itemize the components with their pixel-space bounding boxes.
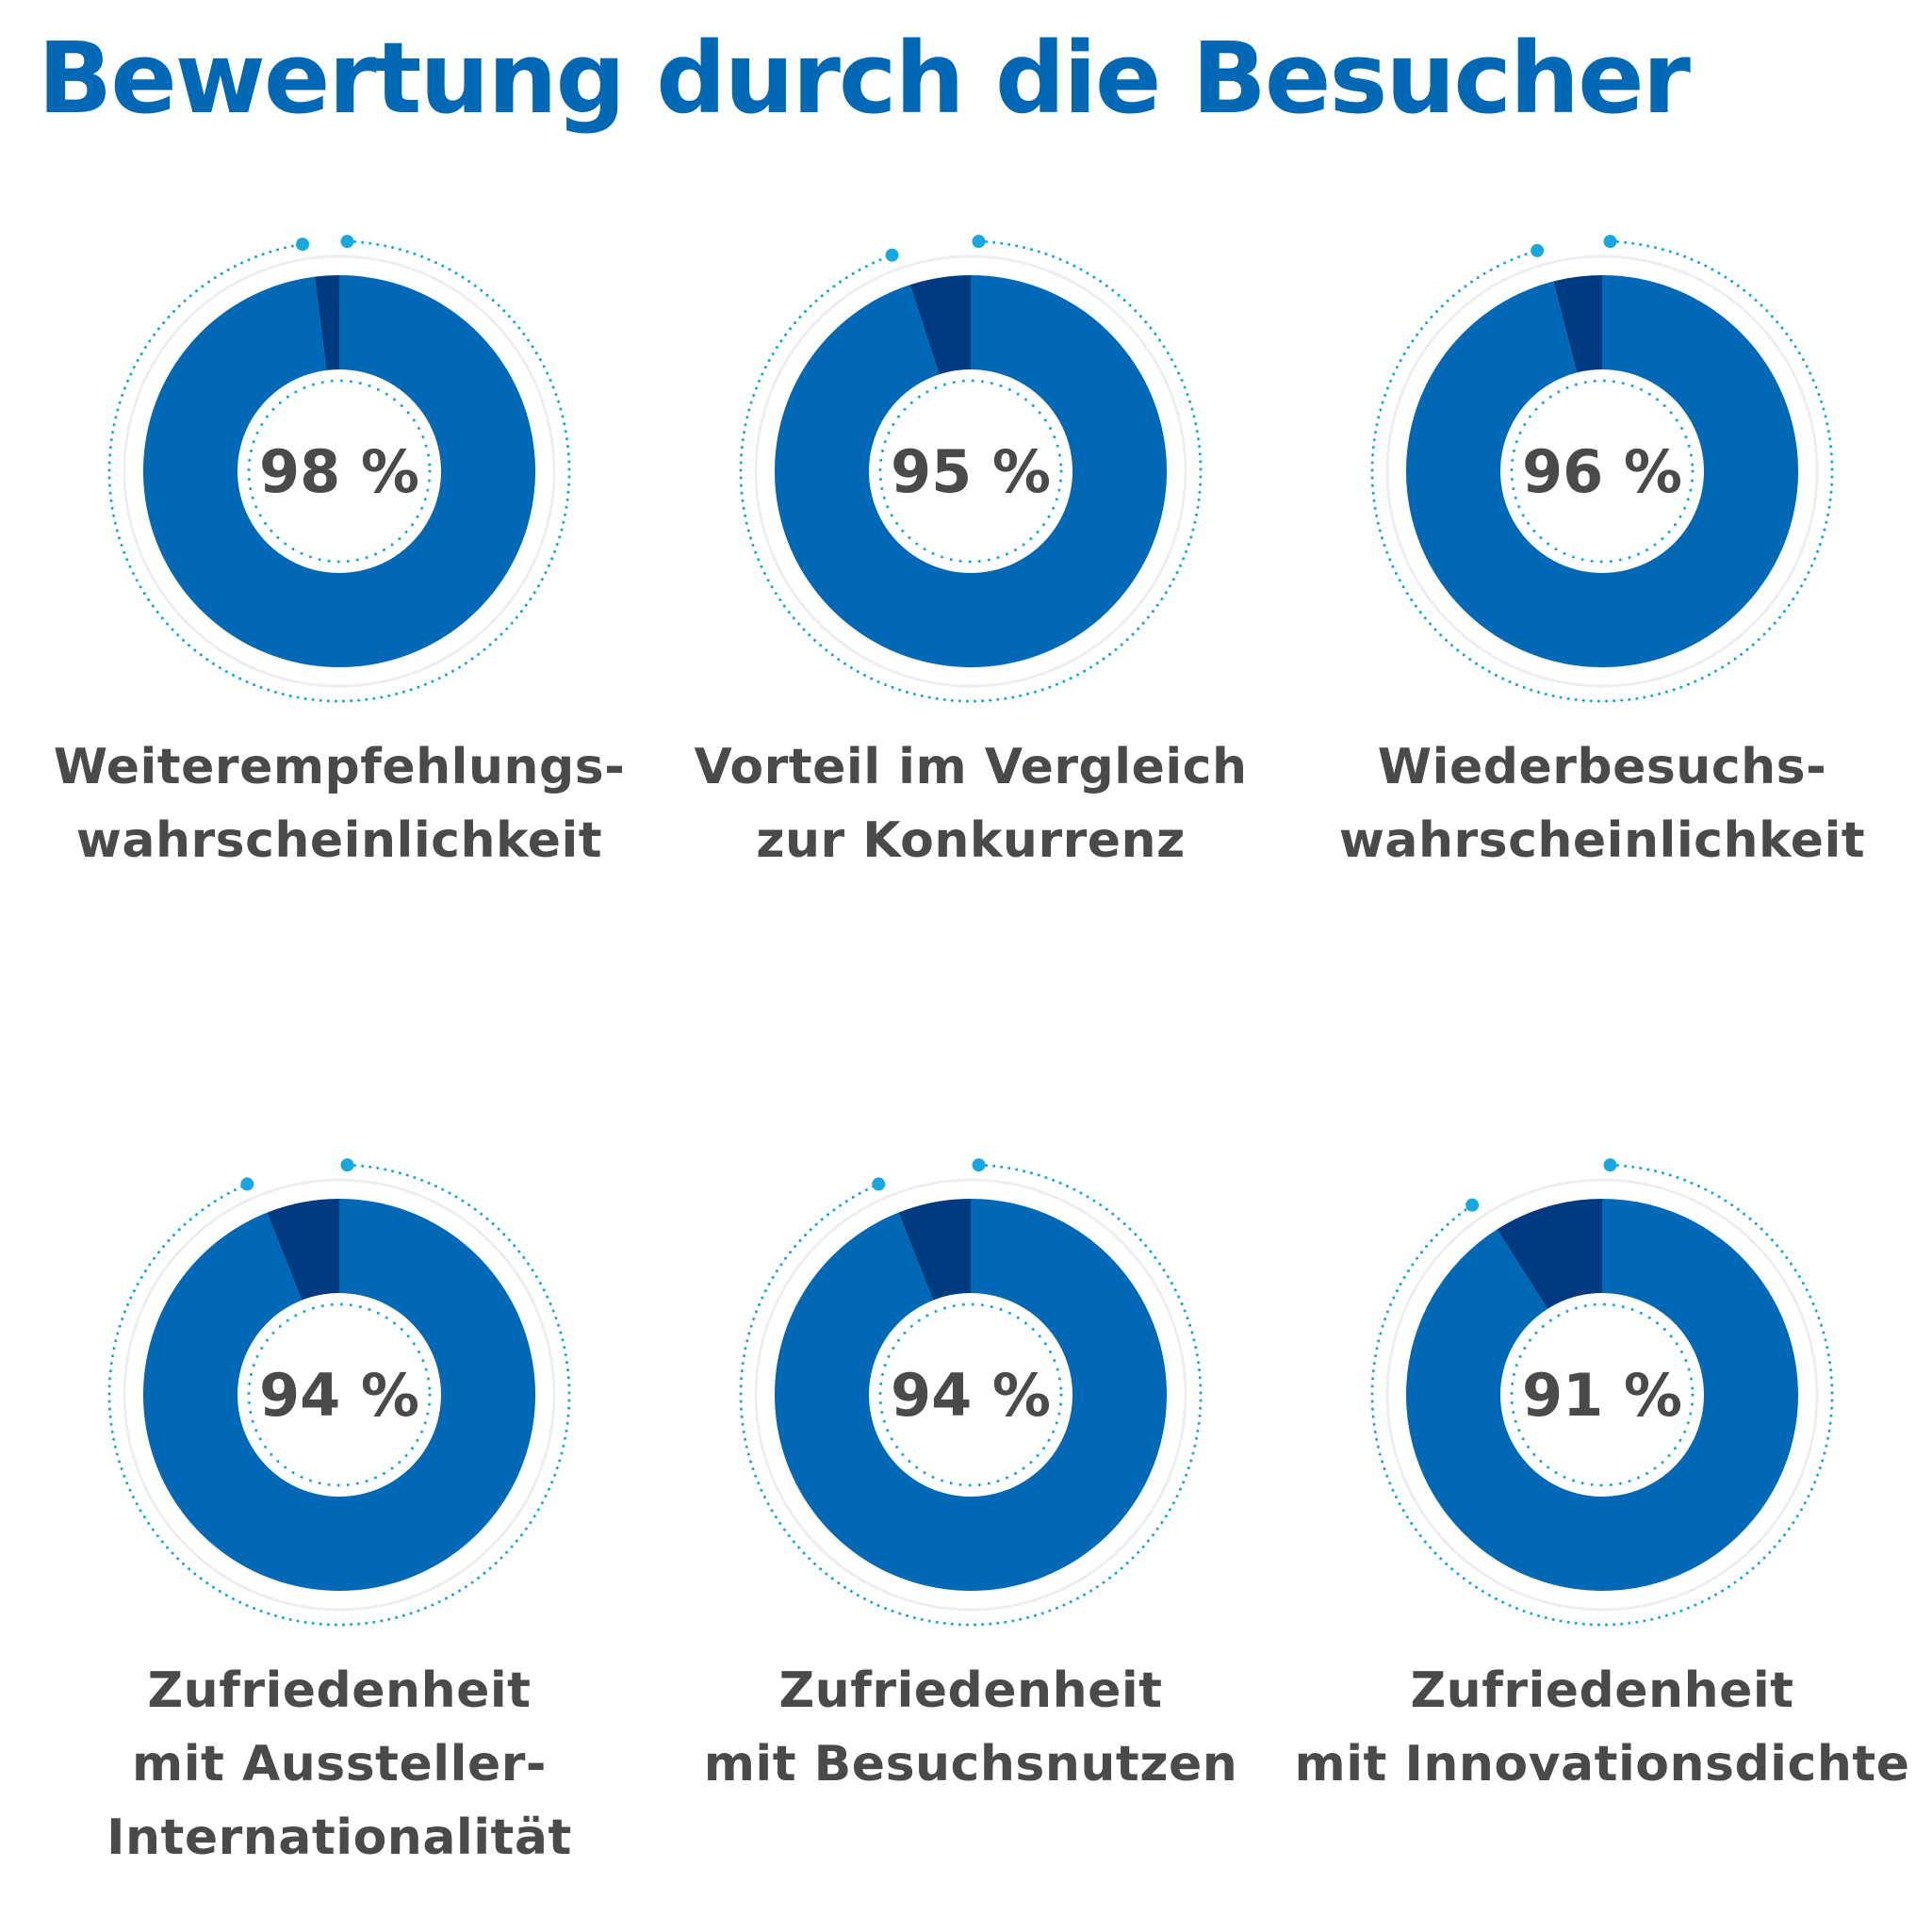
inner-dotted-ring <box>247 379 432 564</box>
donut-category-label: Weiterempfehlungs-wahrscheinlichkeit <box>19 730 660 877</box>
donut-category-label-line: Vorteil im Vergleich <box>694 739 1248 795</box>
arc-end-marker <box>885 248 899 262</box>
inner-dotted-ring <box>1510 1302 1695 1487</box>
arc-start-marker <box>1603 235 1617 249</box>
donut-category-label-line: mit Innovationsdichte <box>1294 1736 1910 1793</box>
donut-value-slice <box>775 1199 1167 1591</box>
donut-percentage-label: 94 % <box>891 1361 1051 1430</box>
donut-category-label-line: wahrscheinlichkeit <box>1338 812 1866 869</box>
donut-value-slice <box>143 1199 535 1591</box>
donut-category-label-line: Zufriedenheit <box>147 1662 532 1719</box>
dotted-progress-arc <box>1370 239 1834 703</box>
donut-category-label: Wiederbesuchs-wahrscheinlichkeit <box>1282 730 1923 877</box>
donut-value-slice <box>1406 1199 1798 1591</box>
donut-remainder-slice <box>1497 1199 1602 1309</box>
outer-track-ring <box>1385 254 1819 688</box>
outer-track-ring <box>123 254 556 688</box>
arc-end-marker <box>1465 1198 1480 1212</box>
donut-value-slice <box>143 275 535 667</box>
donut-percentage-label: 95 % <box>891 437 1051 506</box>
donut-category-label-line: wahrscheinlichkeit <box>75 812 603 869</box>
donut-category-label-line: Zufriedenheit <box>1410 1662 1794 1719</box>
outer-track-ring <box>123 1178 556 1612</box>
donut-svg: 95 % <box>739 235 1203 703</box>
arc-start-marker <box>1603 1158 1617 1172</box>
page-title: Bewertung durch die Besucher <box>38 21 1691 136</box>
arc-end-marker <box>295 237 309 252</box>
inner-dotted-ring <box>1510 379 1695 564</box>
arc-end-marker <box>872 1177 886 1191</box>
inner-dotted-ring <box>878 1302 1063 1487</box>
arc-start-marker <box>972 1158 986 1172</box>
dotted-progress-arc <box>739 1163 1203 1627</box>
outer-track-ring <box>754 1178 1187 1612</box>
donut-percentage-label: 94 % <box>259 1361 419 1430</box>
donut-percentage-label: 98 % <box>259 437 419 506</box>
donut-remainder-slice <box>267 1199 339 1301</box>
donut-svg: 94 % <box>739 1158 1203 1627</box>
inner-dotted-ring <box>878 379 1063 564</box>
donut-category-label: Zufriedenheit mit Aussteller- Internationa… <box>19 1654 660 1875</box>
arc-end-marker <box>240 1177 254 1191</box>
donut-svg: 96 % <box>1370 235 1834 703</box>
outer-track-ring <box>754 254 1187 688</box>
donut-percentage-label: 96 % <box>1522 437 1682 506</box>
inner-dotted-ring <box>247 1302 432 1487</box>
arc-start-marker <box>340 235 354 249</box>
arc-end-marker <box>1531 243 1545 257</box>
donut-category-label-line: Internationalität <box>106 1809 572 1866</box>
donut-remainder-slice <box>898 1199 971 1301</box>
donut-category-label-line: Wiederbesuchs- <box>1377 739 1827 795</box>
dotted-progress-arc <box>739 239 1203 703</box>
donut-category-label-line: mit Aussteller- <box>132 1736 547 1793</box>
donut-remainder-slice <box>909 275 971 375</box>
dotted-progress-arc <box>107 1163 571 1627</box>
donut-svg: 94 % <box>107 1158 571 1627</box>
donut-category-label: Zufriedenheit mit Besuchsnutzen <box>650 1654 1291 1801</box>
donut-svg: 91 % <box>1370 1158 1834 1627</box>
outer-track-ring <box>1385 1178 1819 1612</box>
arc-start-marker <box>340 1158 354 1172</box>
donut-percentage-label: 91 % <box>1522 1361 1682 1430</box>
donut-category-label-line: zur Konkurrenz <box>756 812 1186 869</box>
donut-svg: 98 % <box>107 235 571 703</box>
donut-category-label: Zufriedenheit mit Innovationsdichte <box>1282 1654 1923 1801</box>
donut-category-label-line: mit Besuchsnutzen <box>703 1736 1238 1793</box>
donut-category-label: Vorteil im Vergleich zur Konkurrenz <box>650 730 1291 877</box>
donut-remainder-slice <box>314 275 339 370</box>
donut-value-slice <box>1406 275 1798 667</box>
donut-value-slice <box>775 275 1167 667</box>
donut-category-label-line: Zufriedenheit <box>778 1662 1163 1719</box>
arc-start-marker <box>972 235 986 249</box>
donut-category-label-line: Weiterempfehlungs- <box>53 739 626 795</box>
dotted-progress-arc <box>1370 1163 1834 1627</box>
donut-remainder-slice <box>1553 275 1602 373</box>
